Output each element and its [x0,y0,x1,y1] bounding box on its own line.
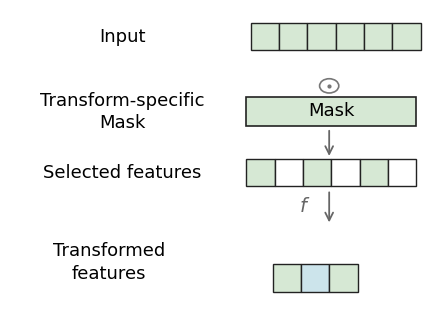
Bar [364,23,392,50]
Text: Mask: Mask [308,102,354,121]
Text: Selected features: Selected features [43,164,201,182]
Bar [246,97,416,126]
Bar [336,23,364,50]
Bar [331,159,360,186]
Bar [392,23,421,50]
Text: Transformed
features: Transformed features [53,242,165,283]
Bar [251,23,279,50]
Bar [301,264,329,292]
Text: Input: Input [99,28,145,46]
Bar [246,159,275,186]
Bar [275,159,303,186]
Bar [272,264,301,292]
Bar [388,159,416,186]
Bar [279,23,307,50]
Bar [307,23,336,50]
Text: f: f [300,197,307,216]
Bar [329,264,358,292]
Bar [303,159,331,186]
Text: Transform-specific
Mask: Transform-specific Mask [40,92,204,132]
Bar [360,159,388,186]
